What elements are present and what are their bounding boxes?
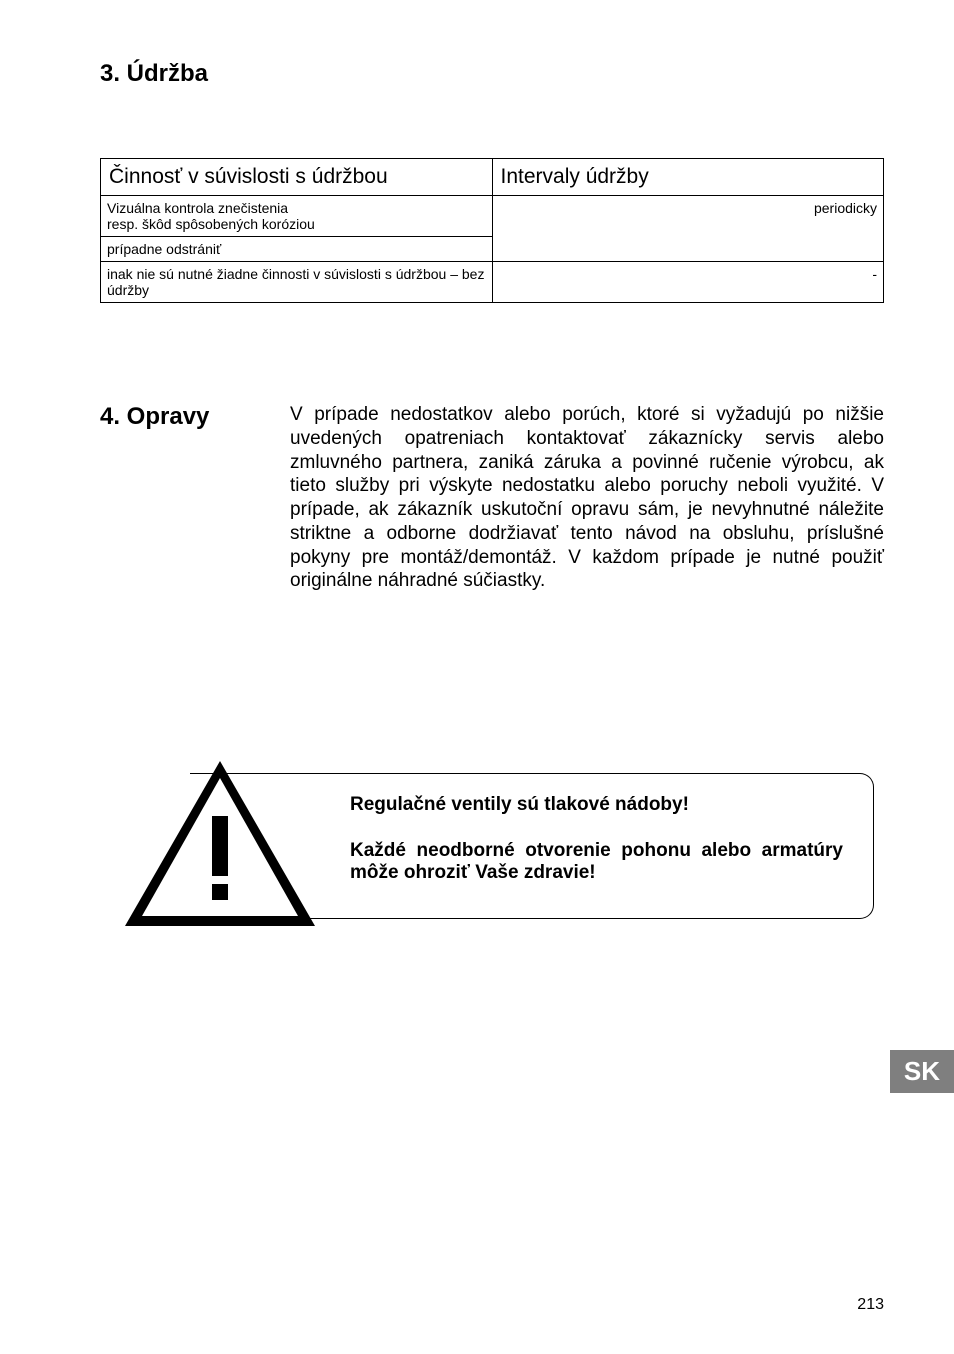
col1-header: Činnosť v súvislosti s údržbou (101, 159, 493, 196)
page-number: 213 (857, 1296, 884, 1314)
maintenance-table: Činnosť v súvislosti s údržbou Intervaly… (100, 158, 884, 303)
table-row: inak nie sú nutné žiadne činnosti v súvi… (101, 262, 884, 303)
warning-line2: Každé neodborné otvorenie pohonu alebo a… (350, 840, 843, 884)
row3-cell1: inak nie sú nutné žiadne činnosti v súvi… (101, 262, 493, 303)
row1-cell1-line2: resp. škôd spôsobených koróziou (107, 216, 315, 232)
row1-cell1: Vizuálna kontrola znečistenia resp. škôd… (101, 196, 493, 237)
section4-body: V prípade nedostatkov alebo porúch, ktor… (290, 403, 884, 593)
row2-cell1: prípadne odstrániť (101, 237, 493, 262)
language-badge: SK (890, 1050, 954, 1093)
section4: 4. Opravy V prípade nedostatkov alebo po… (100, 403, 884, 593)
table-row: Vizuálna kontrola znečistenia resp. škôd… (101, 196, 884, 237)
col2-header: Intervaly údržby (492, 159, 884, 196)
warning-line1: Regulačné ventily sú tlakové nádoby! (350, 794, 843, 816)
section4-heading: 4. Opravy (100, 403, 250, 593)
row3-cell2: - (492, 262, 884, 303)
page: 3. Údržba Činnosť v súvislosti s údržbou… (0, 0, 954, 1354)
row1-cell2: periodicky (492, 196, 884, 262)
row1-cell1-line1: Vizuálna kontrola znečistenia (107, 200, 288, 216)
section3-heading: 3. Údržba (100, 60, 884, 88)
warning-box: Regulačné ventily sú tlakové nádoby! Kaž… (190, 773, 874, 919)
warning-icon (120, 756, 320, 931)
table-header-row: Činnosť v súvislosti s údržbou Intervaly… (101, 159, 884, 196)
